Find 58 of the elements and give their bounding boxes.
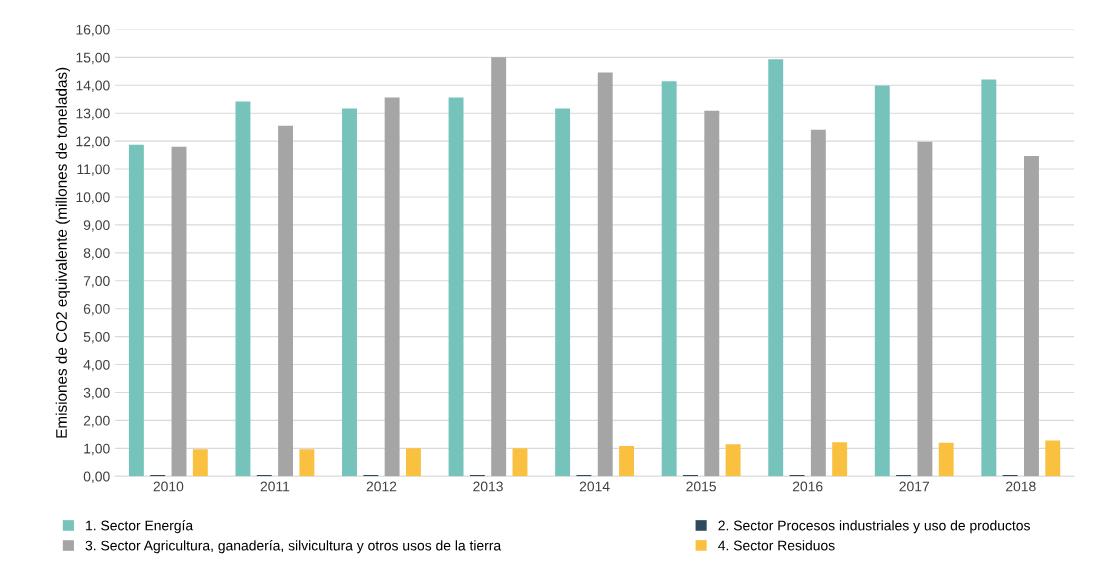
y-tick-label: 0,00 [83,471,110,484]
y-tick-label: 11,00 [77,164,110,176]
x-tick-label: 2013 [473,481,503,492]
bar [448,97,464,477]
x-tick-label: 2014 [579,481,610,492]
bar [981,79,997,477]
bar [810,129,826,477]
bar [1045,440,1061,477]
bar [278,125,294,477]
y-tick-label: 6,00 [83,304,110,316]
bar [192,449,208,477]
y-tick-label: 9,00 [83,220,110,232]
y-tick-label: 14,00 [76,80,110,93]
legend-label: 1. Sector Energía [86,520,194,534]
y-tick-label: 15,00 [76,52,110,65]
bar [342,108,357,477]
bar [874,85,890,477]
bar [555,108,571,477]
x-tick-label: 2011 [260,481,290,492]
bar [299,449,315,477]
bar [1024,155,1039,477]
bar [512,448,528,477]
bar [597,72,613,477]
bar [405,448,421,477]
y-tick-label: 5,00 [83,331,110,344]
bar [704,110,720,477]
bar [938,442,954,477]
y-tick-label: 1,00 [84,443,110,456]
bar [384,97,400,477]
y-tick-label: 2,00 [83,415,110,428]
bar [768,59,784,477]
y-tick-label: 8,00 [83,248,110,260]
bar [128,144,144,477]
bar [171,146,187,477]
bar [725,444,741,477]
x-tick-label: 2015 [686,481,716,492]
y-axis-title: Emisiones de CO2 equivalente (millones de toneladas) [55,67,70,438]
x-tick-label: 2016 [792,481,823,492]
legend-label: 4. Sector Residuos [718,540,835,551]
bar [832,442,848,477]
bar [917,141,933,477]
x-tick-label: 2018 [1006,481,1036,492]
y-tick-label: 4,00 [83,359,110,372]
y-tick-label: 12,00 [76,136,110,148]
legend-label: 3. Sector Agricultura, ganadería, silvicultura y otros usos de la tierra [85,540,502,554]
y-tick-label: 7,00 [83,276,110,288]
x-tick-label: 2010 [153,481,184,492]
y-tick-label: 10,00 [76,192,110,204]
bar [661,81,677,477]
bar [491,57,507,477]
bar [235,101,251,477]
y-tick-label: 3,00 [83,387,110,400]
legend-label: 2. Sector Procesos industriales y uso de productos [718,520,1030,534]
x-tick-label: 2017 [899,481,929,492]
x-tick-label: 2012 [366,481,397,492]
bar [619,446,635,477]
y-tick-label: 13,00 [76,108,110,120]
y-tick-label: 16,00 [76,24,110,37]
